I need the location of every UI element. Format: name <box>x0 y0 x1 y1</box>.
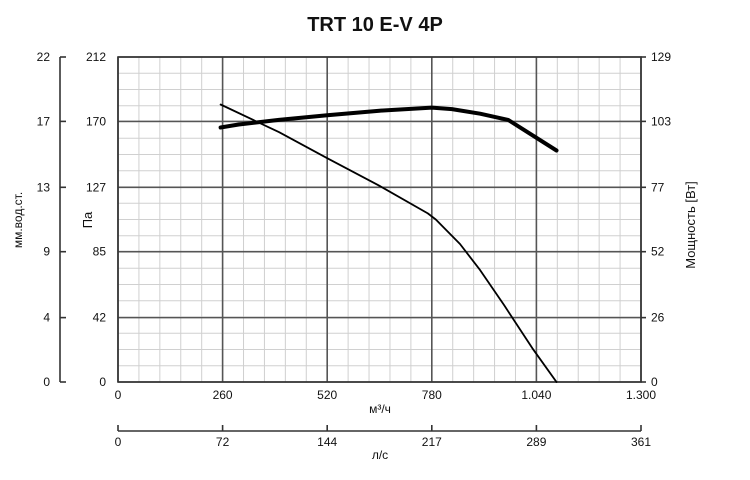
axes: 0 42 85 127 170 212 0 4 9 13 17 22 0 26 52 77 103 129 0 260… <box>37 50 672 449</box>
y-axis-label-power: Мощность [Вт] <box>683 181 698 269</box>
y-tick-label-mm: 0 <box>43 375 50 389</box>
x-tick-label: 1.300 <box>626 388 656 402</box>
y-tick-label-mm: 17 <box>37 114 51 128</box>
y-tick-label-mm: 4 <box>43 311 50 325</box>
x-tick-label: 260 <box>213 388 233 402</box>
y-tick-label-power: 103 <box>651 114 671 128</box>
plot-frame <box>117 56 642 383</box>
series-layer <box>218 103 559 383</box>
x2-tick-label: 0 <box>115 435 122 449</box>
x-tick-label: 0 <box>115 388 122 402</box>
y-tick-label-pa: 0 <box>99 375 106 389</box>
x-tick-label: 520 <box>317 388 337 402</box>
y-tick-label-pa: 170 <box>86 114 106 128</box>
y-tick-label-pa: 212 <box>86 50 106 64</box>
y-tick-label-power: 26 <box>651 311 665 325</box>
y-tick-label-pa: 85 <box>93 245 107 259</box>
y-tick-label-power: 52 <box>651 245 665 259</box>
pressure-curve <box>219 103 558 383</box>
y-tick-label-pa: 127 <box>86 180 106 194</box>
x2-tick-label: 361 <box>631 435 651 449</box>
x2-tick-label: 289 <box>526 435 546 449</box>
plot-border <box>117 56 642 383</box>
y-axis-label-pa: Па <box>80 211 95 228</box>
y-tick-label-mm: 13 <box>37 180 51 194</box>
grid <box>117 56 642 383</box>
x2-tick-label: 72 <box>216 435 230 449</box>
y-axis-label-mm: мм.вод.ст. <box>11 192 25 248</box>
x2-axis-label: л/с <box>372 448 388 462</box>
x-tick-label: 1.040 <box>521 388 551 402</box>
x-tick-label: 780 <box>422 388 442 402</box>
y-tick-label-mm: 22 <box>37 50 51 64</box>
power-curve <box>218 105 559 153</box>
x-axis-label: м³/ч <box>369 402 391 416</box>
x2-tick-label: 217 <box>422 435 442 449</box>
y-tick-label-mm: 9 <box>43 245 50 259</box>
y-tick-label-power: 77 <box>651 180 665 194</box>
y-tick-label-pa: 42 <box>93 311 107 325</box>
chart-title: TRT 10 E-V 4P <box>307 14 443 36</box>
x2-tick-label: 144 <box>317 435 337 449</box>
y-tick-label-power: 129 <box>651 50 671 64</box>
y-tick-label-power: 0 <box>651 375 658 389</box>
